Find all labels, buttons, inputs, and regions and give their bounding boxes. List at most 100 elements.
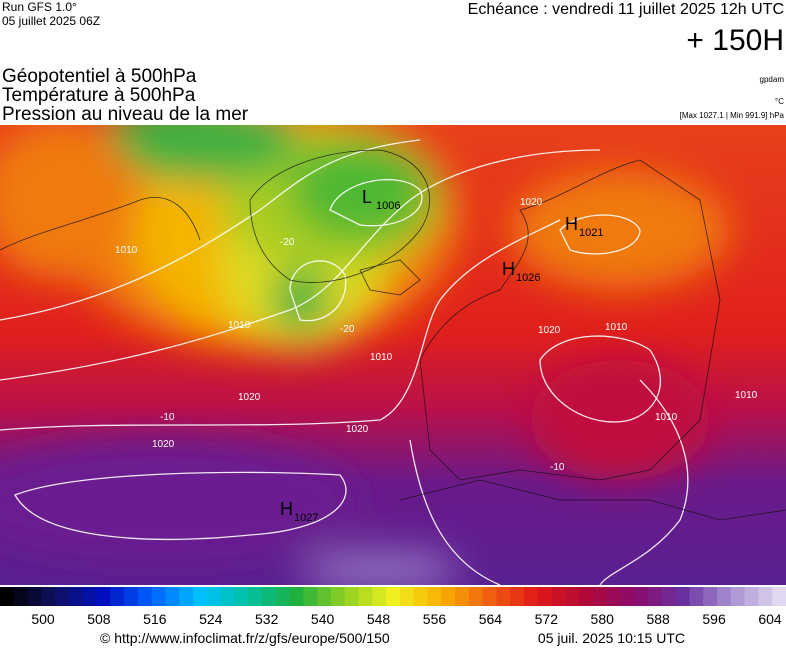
colorbar-swatch: [468, 587, 484, 606]
colorbar-label: 516: [143, 611, 167, 627]
footer-url: © http://www.infoclimat.fr/z/gfs/europe/…: [100, 630, 390, 646]
contour-label: 1010: [735, 390, 758, 401]
colorbar-swatch: [689, 587, 704, 606]
contour-label: 1010: [115, 245, 138, 256]
colorbar-swatch: [82, 587, 98, 606]
colorbar-swatch: [344, 587, 360, 606]
colorbar-label: 564: [479, 611, 503, 627]
colorbar-swatch: [592, 587, 608, 606]
title: Température à 500hPa: [2, 85, 196, 106]
colorbar-swatch: [330, 587, 346, 606]
colorbar-swatch: [137, 587, 153, 606]
unit: [Max 1027.1 | Min 991.9] hPa: [680, 111, 785, 120]
colorbar-swatch: [0, 587, 15, 606]
colorbar-swatch: [606, 587, 622, 606]
colorbar-swatch: [358, 587, 373, 606]
contour-label: 1010: [228, 320, 251, 331]
colorbar-swatch: [68, 587, 84, 606]
contour-label: -20: [340, 324, 355, 335]
center-value: 1006: [376, 200, 400, 212]
valid-time: Echéance : vendredi 11 juillet 2025 12h …: [468, 1, 784, 18]
contour-label: 1020: [346, 424, 369, 435]
center-letter: H: [565, 214, 578, 234]
colorbar-swatch: [27, 587, 42, 606]
colorbar-swatch: [744, 587, 759, 606]
colorbar-swatch: [55, 587, 70, 606]
colorbar-swatch: [703, 587, 718, 606]
colorbar: 500 508 516 524 532 540 548 556 564 572 580 588 596 6…: [0, 587, 786, 627]
title: Géopotentiel à 500hPa: [2, 66, 197, 87]
center-letter: L: [362, 187, 372, 207]
footer-time: 05 juil. 2025 10:15 UTC: [538, 630, 685, 646]
colorbar-swatch: [675, 587, 690, 606]
colorbar-label: 532: [255, 611, 279, 627]
center-value: 1026: [516, 272, 540, 284]
contour-label: 1020: [238, 392, 261, 403]
contour-label: -10: [550, 462, 565, 473]
colorbar-swatch: [289, 587, 304, 606]
colorbar-swatch: [579, 587, 594, 606]
center-value: 1021: [579, 227, 603, 239]
map: [0, 125, 786, 585]
colorbar-swatch: [524, 587, 539, 606]
colorbar-swatch: [399, 587, 415, 606]
contour-label: 1020: [520, 197, 543, 208]
colorbar-swatch: [537, 587, 553, 606]
colorbar-swatch: [248, 587, 263, 606]
colorbar-swatch: [41, 587, 56, 606]
contour-label: -20: [280, 237, 295, 248]
colorbar-swatch: [110, 587, 125, 606]
colorbar-swatch: [206, 587, 222, 606]
colorbar-swatch: [165, 587, 180, 606]
lead-time: + 150H: [686, 24, 784, 57]
run-date: 05 juillet 2025 06Z: [2, 14, 100, 28]
colorbar-swatch: [317, 587, 332, 606]
colorbar-swatch: [413, 587, 428, 606]
colorbar-swatch: [13, 587, 29, 606]
unit: gpdam: [760, 75, 785, 84]
colorbar-swatch: [565, 587, 580, 606]
colorbar-swatch: [551, 587, 566, 606]
colorbar-swatch: [620, 587, 635, 606]
contour-label: 1020: [152, 439, 175, 450]
colorbar-swatch: [427, 587, 442, 606]
colorbar-swatch: [124, 587, 139, 606]
unit: °C: [775, 97, 784, 106]
colorbar-swatch: [717, 587, 732, 606]
center-value: 1027: [294, 512, 318, 524]
contour-label: -10: [160, 412, 175, 423]
colorbar-swatch: [482, 587, 497, 606]
contour-label: 1010: [370, 352, 393, 363]
colorbar-swatch: [386, 587, 401, 606]
colorbar-label: 500: [31, 611, 55, 627]
colorbar-swatch: [510, 587, 525, 606]
colorbar-label: 548: [367, 611, 391, 627]
colorbar-swatch: [730, 587, 746, 606]
title: Pression au niveau de la mer: [2, 104, 249, 125]
colorbar-label: 524: [199, 611, 223, 627]
colorbar-swatch: [151, 587, 166, 606]
contour-label: 1010: [605, 322, 628, 333]
colorbar-label: 580: [591, 611, 615, 627]
colorbar-swatch: [262, 587, 277, 606]
colorbar-label: 588: [646, 611, 670, 627]
colorbar-swatch: [179, 587, 194, 606]
colorbar-swatch: [634, 587, 649, 606]
colorbar-swatch: [275, 587, 291, 606]
colorbar-swatch: [220, 587, 235, 606]
colorbar-label: 508: [87, 611, 111, 627]
contour-label: 1020: [538, 325, 561, 336]
colorbar-swatch: [648, 587, 663, 606]
colorbar-swatch: [772, 587, 786, 606]
colorbar-label: 596: [702, 611, 726, 627]
colorbar-swatch: [193, 587, 208, 606]
colorbar-swatch: [661, 587, 677, 606]
colorbar-swatch: [372, 587, 387, 606]
colorbar-swatch: [758, 587, 773, 606]
colorbar-label: 572: [535, 611, 559, 627]
colorbar-label: 540: [311, 611, 335, 627]
colorbar-label: 556: [423, 611, 447, 627]
center-letter: H: [280, 499, 293, 519]
